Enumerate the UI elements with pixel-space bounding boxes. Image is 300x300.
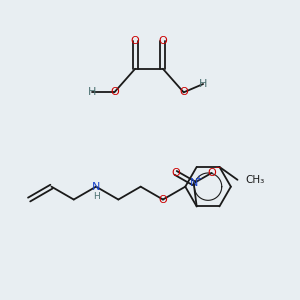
Text: N: N [92,182,100,192]
Text: O: O [179,87,188,97]
Text: +: + [196,174,202,183]
Text: CH₃: CH₃ [245,175,265,185]
Text: O: O [131,36,140,46]
Text: H: H [93,192,99,201]
Text: H: H [199,79,207,89]
Text: O: O [110,87,119,97]
Text: O: O [207,168,216,178]
Text: O: O [159,194,167,205]
Text: −: − [214,164,221,172]
Text: N: N [190,178,198,188]
Text: H: H [88,87,96,97]
Text: O: O [171,168,180,178]
Text: O: O [158,36,167,46]
